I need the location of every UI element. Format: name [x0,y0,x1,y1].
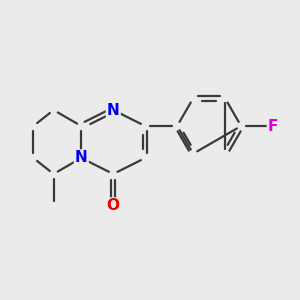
Text: N: N [107,103,120,118]
Text: F: F [268,118,278,134]
Text: N: N [75,151,88,166]
Text: O: O [107,198,120,213]
